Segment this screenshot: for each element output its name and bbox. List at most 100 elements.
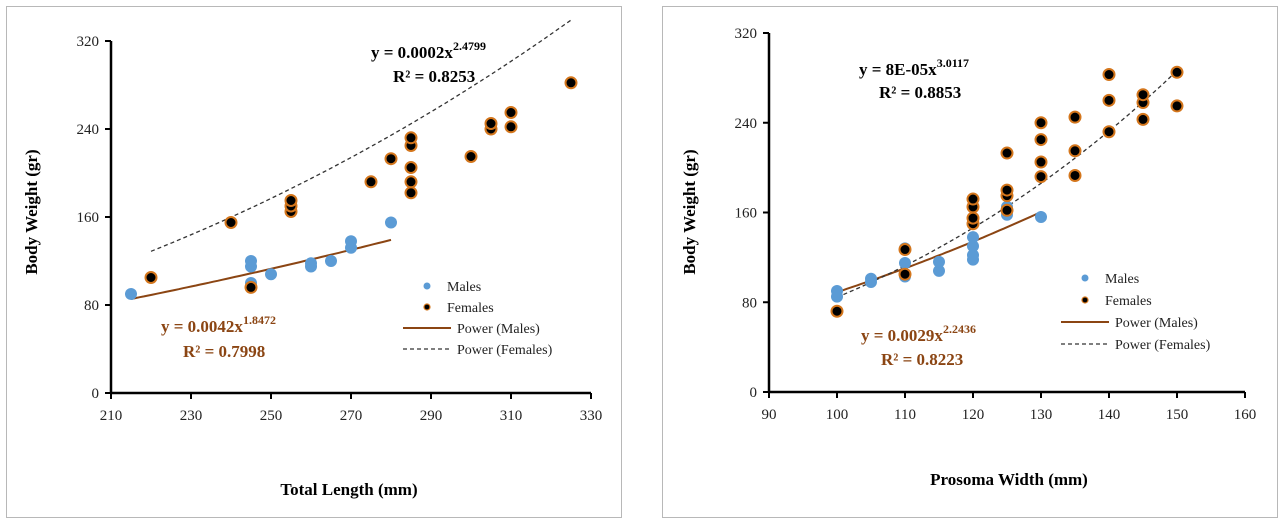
- legend-label-males: Males: [447, 280, 481, 295]
- female-point: [898, 243, 912, 257]
- y-tick-label: 0: [750, 385, 758, 401]
- trendline-females: [150, 19, 572, 252]
- female-point: [966, 211, 980, 225]
- x-tick-label: 100: [826, 407, 849, 423]
- y-tick-label: 80: [84, 298, 99, 314]
- female-point: [224, 216, 238, 229]
- x-tick-label: 230: [180, 408, 203, 424]
- female-point: [966, 192, 980, 206]
- x-tick-label: 140: [1098, 407, 1121, 423]
- y-tick-label: 240: [77, 122, 100, 138]
- female-point: [1034, 133, 1048, 147]
- male-point: [967, 249, 979, 262]
- male-point: [305, 257, 317, 270]
- male-point: [831, 285, 843, 298]
- male-point: [345, 235, 357, 248]
- female-point: [1136, 112, 1150, 126]
- male-point: [933, 264, 945, 277]
- male-point: [899, 256, 911, 269]
- y-tick-label: 320: [735, 26, 758, 42]
- x-tick-label: 130: [1030, 407, 1053, 423]
- female-point: [1170, 99, 1184, 113]
- female-point: [1068, 168, 1082, 182]
- y-tick-label: 160: [735, 206, 758, 222]
- scatter-chart-total-length: 0 80 160 240 320 210 230 250 270 290 310 330 Total L…: [22, 19, 603, 499]
- x-tick-label: 270: [340, 408, 363, 424]
- male-point: [265, 268, 277, 281]
- x-tick-label: 160: [1234, 407, 1257, 423]
- female-point: [1034, 116, 1048, 130]
- female-point: [1068, 144, 1082, 158]
- x-axis-title: Prosoma Width (mm): [930, 470, 1088, 489]
- male-point: [385, 216, 397, 229]
- female-point: [404, 175, 418, 189]
- chart-panel-total-length: 0 80 160 240 320 210 230 250 270 290 310 330 Total L…: [6, 6, 622, 518]
- male-equation-main: y = 0.0042x: [161, 317, 243, 336]
- x-tick-label: 210: [100, 408, 123, 424]
- female-equation-main: y = 0.0002x: [371, 43, 453, 62]
- female-equation-exponent: 3.0117: [937, 56, 969, 70]
- female-point: [830, 304, 844, 318]
- female-point: [364, 175, 378, 189]
- female-point: [1000, 183, 1014, 197]
- female-point: [504, 106, 518, 119]
- male-point: [967, 231, 979, 244]
- y-axis-title: Body Weight (gr): [680, 149, 699, 274]
- x-tick-label: 250: [260, 408, 283, 424]
- x-tick-label: 110: [894, 407, 916, 423]
- female-point: [1136, 88, 1150, 102]
- male-equation: y = 0.0029x2.2436: [861, 322, 976, 345]
- female-point: [1170, 65, 1184, 79]
- legend-marker-females: [1081, 296, 1089, 304]
- male-r-squared: R² = 0.7998: [183, 342, 265, 361]
- female-point: [404, 161, 418, 174]
- female-point: [1034, 155, 1048, 169]
- female-point: [404, 131, 418, 145]
- male-equation-main: y = 0.0029x: [861, 326, 943, 345]
- female-point: [504, 120, 518, 134]
- legend-marker-females: [423, 303, 431, 311]
- x-tick-label: 90: [762, 407, 777, 423]
- scatter-chart-prosoma-width: 0 80 160 240 320 90 100 110 120 130 140 150 160 Proso…: [680, 26, 1257, 489]
- female-equation-exponent: 2.4799: [453, 39, 486, 53]
- female-r-squared: R² = 0.8853: [879, 83, 961, 102]
- female-point: [1000, 203, 1014, 217]
- legend-label-power-females: Power (Females): [1115, 338, 1211, 353]
- male-point: [933, 255, 945, 268]
- female-equation: y = 0.0002x2.4799: [371, 39, 486, 62]
- chart-panel-prosoma-width: 0 80 160 240 320 90 100 110 120 130 140 150 160 Proso…: [662, 6, 1278, 518]
- x-tick-label: 290: [420, 408, 443, 424]
- male-point: [967, 240, 979, 253]
- male-equation-exponent: 1.8472: [243, 313, 276, 327]
- female-point: [564, 76, 578, 90]
- legend-label-males: Males: [1105, 272, 1139, 287]
- female-equation-main: y = 8E-05x: [859, 60, 937, 79]
- male-equation-exponent: 2.2436: [943, 322, 976, 336]
- y-tick-label: 320: [77, 34, 100, 50]
- female-point: [484, 117, 498, 130]
- y-tick-label: 80: [742, 295, 757, 311]
- x-tick-label: 120: [962, 407, 985, 423]
- female-point: [384, 152, 398, 166]
- x-tick-label: 330: [580, 408, 603, 424]
- male-equation: y = 0.0042x1.8472: [161, 313, 276, 336]
- male-r-squared: R² = 0.8223: [881, 350, 963, 369]
- male-point: [1035, 210, 1047, 223]
- female-point: [1068, 110, 1082, 124]
- female-point: [1102, 93, 1116, 107]
- male-point: [865, 272, 877, 285]
- y-tick-label: 240: [735, 116, 758, 132]
- female-point: [1102, 68, 1116, 82]
- female-point: [464, 150, 478, 163]
- male-point: [325, 255, 337, 267]
- female-equation: y = 8E-05x3.0117: [859, 56, 969, 79]
- y-tick-label: 0: [92, 386, 100, 402]
- female-point: [404, 186, 418, 200]
- y-axis-title: Body Weight (gr): [22, 149, 41, 274]
- legend-label-power-males: Power (Males): [457, 322, 540, 337]
- male-point: [125, 288, 137, 300]
- x-tick-label: 150: [1166, 407, 1189, 423]
- legend-marker-males: [423, 282, 431, 290]
- female-point: [1000, 146, 1014, 160]
- female-r-squared: R² = 0.8253: [393, 67, 475, 86]
